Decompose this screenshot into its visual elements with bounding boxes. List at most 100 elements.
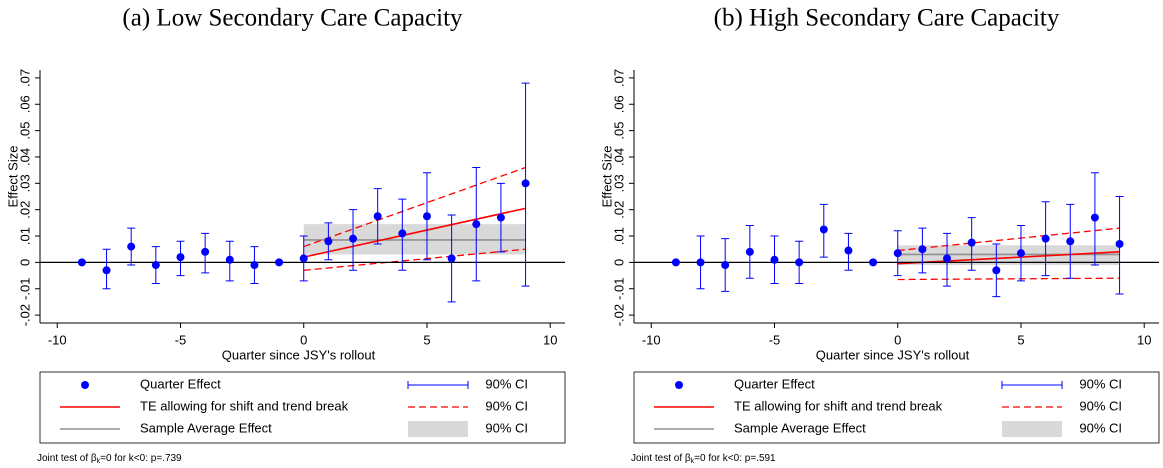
note-subscript: k xyxy=(691,458,695,465)
ci-line xyxy=(897,277,1120,281)
legend-label: 90% CI xyxy=(485,398,528,413)
point xyxy=(869,258,878,267)
point xyxy=(1016,249,1025,258)
panel-title: (b) High Secondary Care Capacity xyxy=(714,5,1060,32)
x-tick-label: -10 xyxy=(642,332,661,347)
y-tick-label: -.01 xyxy=(611,278,626,300)
point xyxy=(225,255,234,264)
legend-item: Sample Average Effect xyxy=(60,420,272,435)
note-subscript: k xyxy=(97,458,101,465)
point xyxy=(893,249,902,258)
point xyxy=(250,261,259,270)
x-tick-label: -10 xyxy=(48,332,67,347)
legend-label: 90% CI xyxy=(1079,376,1122,391)
y-tick-label: 0 xyxy=(611,259,626,266)
legend-item: TE allowing for shift and trend break xyxy=(654,398,943,413)
legend-item: 90% CI xyxy=(1002,398,1122,413)
legend-item: Sample Average Effect xyxy=(654,420,866,435)
point xyxy=(745,247,754,256)
y-tick-label: .06 xyxy=(611,95,626,113)
y-tick-label: .03 xyxy=(611,174,626,192)
legend-item: 90% CI xyxy=(1001,376,1122,391)
x-tick-label: -5 xyxy=(769,332,781,347)
x-axis-label: Quarter since JSY's rollout xyxy=(222,347,376,362)
legend-item: 90% CI xyxy=(408,420,528,437)
point xyxy=(201,247,210,256)
y-tick-label: .04 xyxy=(611,148,626,166)
point xyxy=(373,212,382,221)
y-tick-label: .06 xyxy=(17,95,32,113)
y-tick-label: .07 xyxy=(611,69,626,87)
y-tick-label: .05 xyxy=(17,122,32,140)
legend-label: TE allowing for shift and trend break xyxy=(734,398,943,413)
y-tick-label: -.02 xyxy=(17,304,32,326)
panel-title: (a) Low Secondary Care Capacity xyxy=(122,5,463,32)
y-tick-label: -.02 xyxy=(611,304,626,326)
x-tick-label: 0 xyxy=(300,332,307,347)
x-tick-label: 5 xyxy=(423,332,430,347)
x-tick-label: 10 xyxy=(1137,332,1151,347)
legend-item: TE allowing for shift and trend break xyxy=(60,398,349,413)
y-tick-label: -.01 xyxy=(17,278,32,300)
legend-item: Quarter Effect xyxy=(81,376,221,391)
legend-symbol xyxy=(675,381,683,389)
point xyxy=(447,254,456,263)
point xyxy=(422,212,431,221)
point xyxy=(1041,234,1050,243)
legend-item: 90% CI xyxy=(1002,420,1122,437)
legend-symbol xyxy=(81,381,89,389)
note-text: Joint test of β xyxy=(37,453,97,464)
legend-item: 90% CI xyxy=(407,376,528,391)
note-text: =0 for k<0: p=.739 xyxy=(100,453,182,464)
y-tick-label: .05 xyxy=(611,122,626,140)
point xyxy=(819,225,828,234)
footnote: Joint test of βk=0 for k<0: p=.591 xyxy=(631,453,776,465)
legend-box xyxy=(633,371,1160,444)
y-tick-label: .07 xyxy=(17,69,32,87)
point xyxy=(324,237,333,246)
legend-label: 90% CI xyxy=(1079,420,1122,435)
point xyxy=(671,258,680,267)
ci-line xyxy=(897,227,1120,252)
footnote: Joint test of βk=0 for k<0: p=.739 xyxy=(37,453,182,465)
fit-line xyxy=(303,207,526,258)
y-tick-label: .01 xyxy=(611,227,626,245)
legend-label: 90% CI xyxy=(485,420,528,435)
point xyxy=(1066,237,1075,246)
x-axis-label: Quarter since JSY's rollout xyxy=(816,347,970,362)
legend-label: Sample Average Effect xyxy=(140,420,272,435)
point xyxy=(398,229,407,238)
ci-line xyxy=(303,248,526,271)
point xyxy=(151,261,160,270)
legend-label: 90% CI xyxy=(485,376,528,391)
x-tick-label: 5 xyxy=(1017,332,1024,347)
y-tick-label: 0 xyxy=(17,259,32,266)
point xyxy=(496,213,505,222)
y-axis-label: Effect Size xyxy=(5,146,20,208)
point xyxy=(992,266,1001,275)
point xyxy=(844,246,853,255)
legend-symbol xyxy=(1002,421,1062,437)
point xyxy=(176,253,185,262)
legend-label: Sample Average Effect xyxy=(734,420,866,435)
x-tick-label: 0 xyxy=(894,332,901,347)
point xyxy=(299,254,308,263)
point xyxy=(127,242,136,251)
fit-line xyxy=(897,251,1120,265)
y-tick-label: .03 xyxy=(17,174,32,192)
y-tick-label: .04 xyxy=(17,148,32,166)
point xyxy=(795,258,804,267)
point xyxy=(943,254,952,263)
y-tick-label: .02 xyxy=(17,201,32,219)
x-tick-label: -5 xyxy=(175,332,187,347)
point xyxy=(349,234,358,243)
panel: (b) High Secondary Care Capacity -.02 -.01… xyxy=(599,5,1160,465)
point xyxy=(77,258,86,267)
point xyxy=(967,238,976,247)
panel: (a) Low Secondary Care Capacity -.02 -.01 0… xyxy=(5,5,566,465)
point xyxy=(1090,213,1099,222)
note-text: Joint test of β xyxy=(631,453,691,464)
point xyxy=(721,261,730,270)
legend-box xyxy=(39,371,566,444)
legend-label: Quarter Effect xyxy=(140,376,221,391)
